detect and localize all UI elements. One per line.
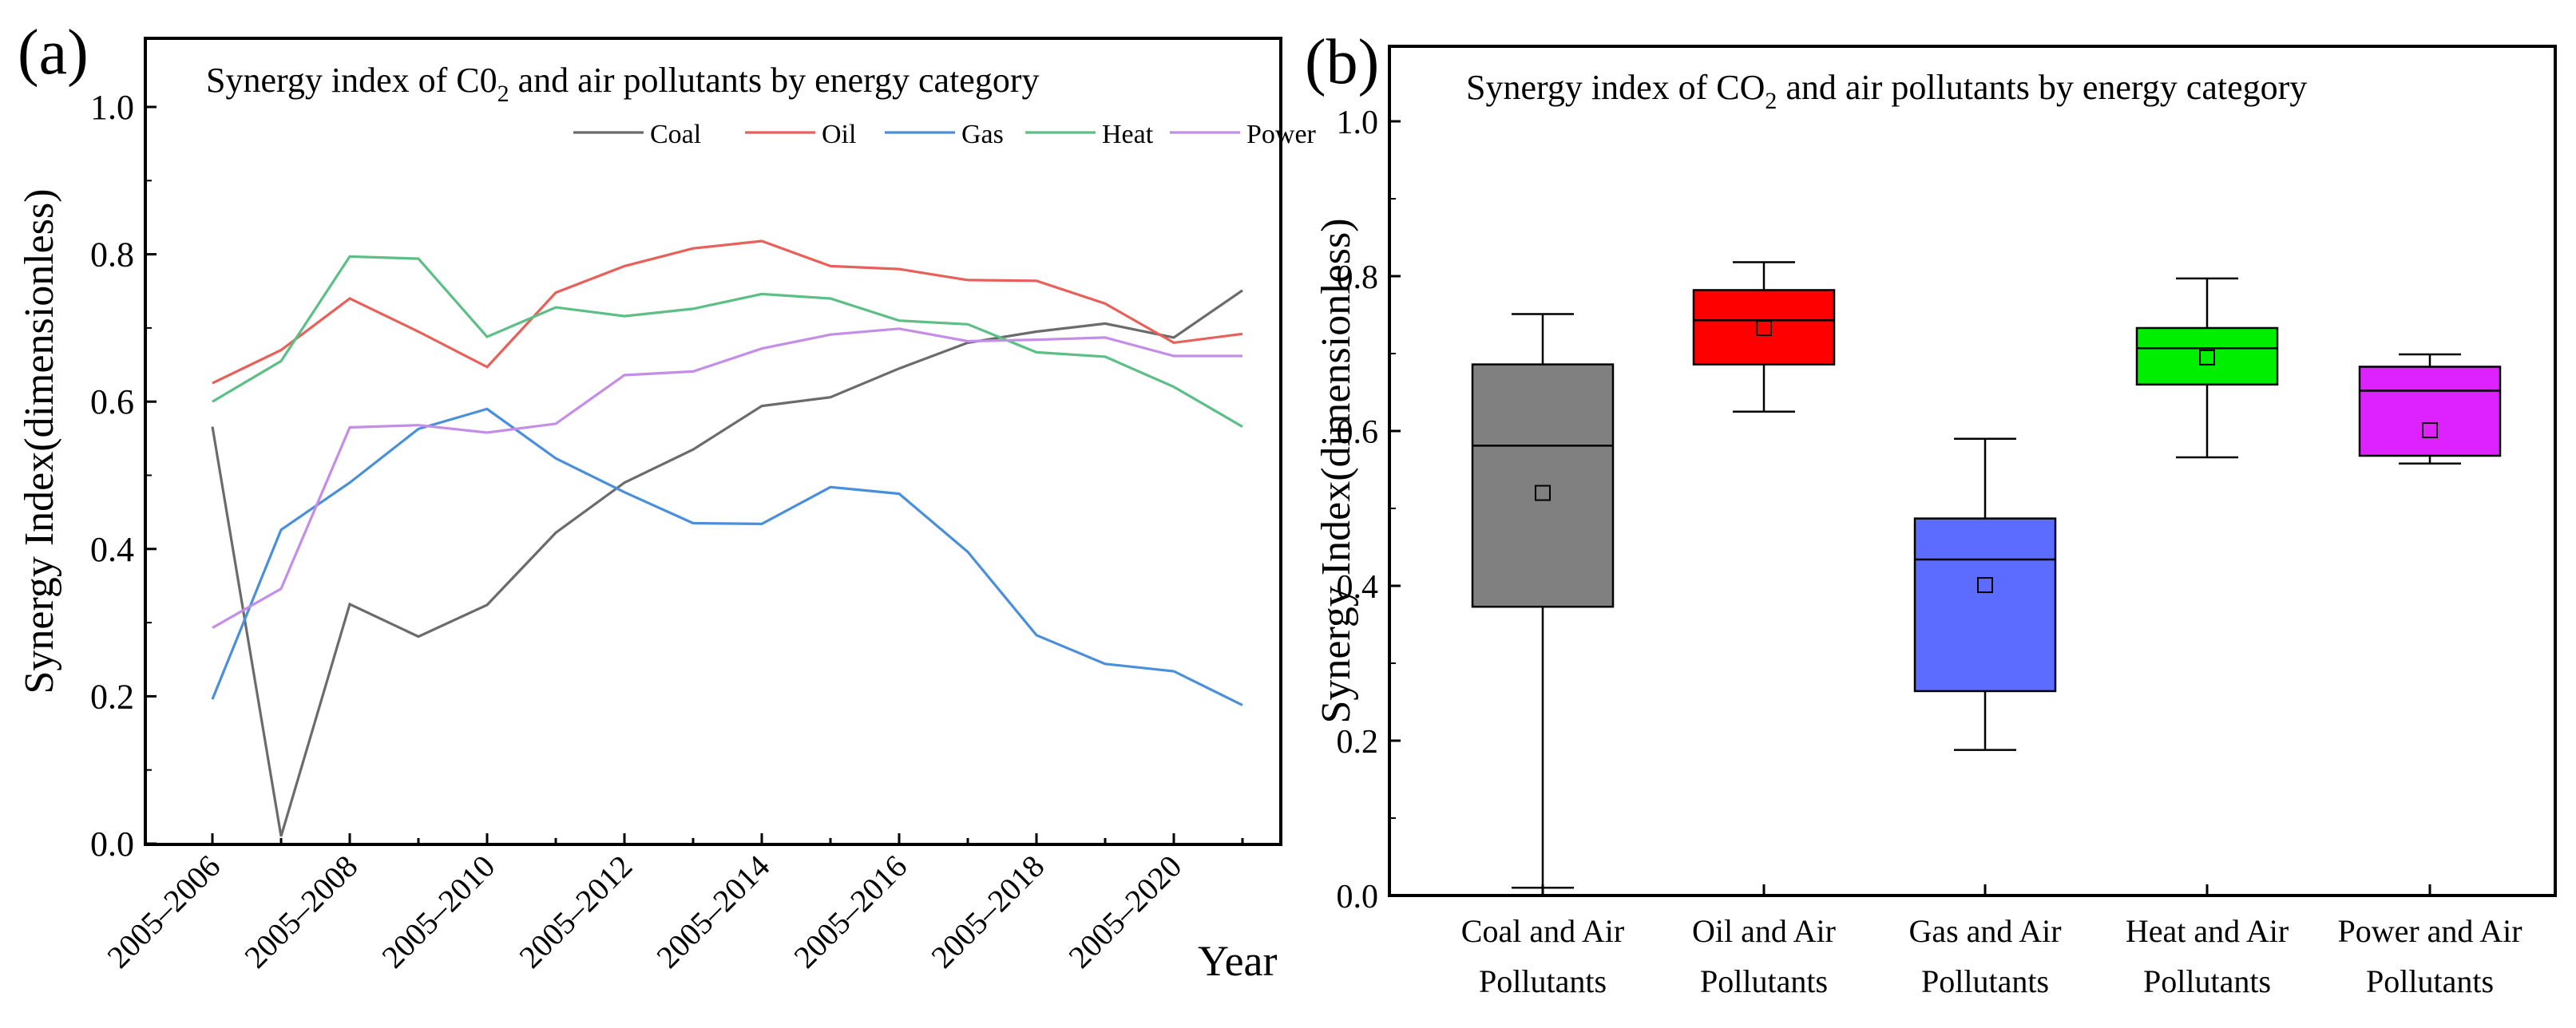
b-ytick-label: 0.4 — [1337, 569, 1379, 606]
legend-label-oil: Oil — [822, 120, 856, 149]
b-xtick-label-line2: Pollutants — [1921, 963, 2049, 999]
a-xtick-label: 2005–2014 — [649, 848, 776, 975]
box-mean-marker — [1535, 484, 1551, 501]
a-xtick-label: 2005–2010 — [375, 848, 501, 975]
b-xtick-label-line1: Coal and Air — [1461, 913, 1624, 949]
legend-label-power: Power — [1246, 120, 1317, 149]
series-line-coal — [211, 289, 1243, 837]
series-line-oil — [212, 239, 1243, 385]
b-xtick-label-line2: Pollutants — [2143, 963, 2271, 999]
a-xtick-label: 2005–2006 — [100, 848, 227, 975]
b-xtick-label-line1: Heat and Air — [2126, 913, 2289, 949]
box-group-2 — [1692, 261, 1836, 413]
b-ytick-label: 0.6 — [1337, 414, 1379, 451]
a-ytick-label: 0.4 — [90, 530, 134, 569]
a-xtick-label: 2005–2012 — [512, 848, 639, 975]
panel-b-label: (b) — [1305, 27, 1379, 97]
box-mean-marker — [2422, 422, 2438, 439]
a-xtick-label: 2005–2016 — [787, 848, 913, 975]
a-xtick-label: 2005–2018 — [924, 848, 1051, 975]
panel-a-label: (a) — [18, 18, 89, 88]
series-line-power — [212, 327, 1242, 629]
panel-b: (b) Synergy index of CO2 and air polluta… — [1305, 27, 2557, 999]
panel-a-ylabel: Synergy Index(dimensionless) — [17, 188, 62, 694]
series-line-heat — [212, 255, 1243, 428]
box-iqr — [1692, 289, 1836, 366]
b-ytick-label: 0.2 — [1337, 724, 1379, 761]
legend-label-heat: Heat — [1102, 120, 1154, 149]
legend-label-coal: Coal — [650, 120, 701, 149]
b-xtick-label-line1: Power and Air — [2337, 913, 2522, 949]
panel-a: (a) Synergy index of C02 and air polluta… — [17, 18, 1317, 985]
series-line-gas — [211, 407, 1243, 706]
a-xtick-label: 2005–2008 — [237, 848, 364, 975]
legend-label-gas: Gas — [961, 120, 1004, 149]
a-ytick-label: 0.8 — [90, 235, 134, 275]
box-group-1 — [1471, 313, 1615, 889]
a-ytick-label: 1.0 — [90, 88, 134, 127]
panel-a-frame — [144, 37, 1282, 846]
b-xtick-label-line1: Gas and Air — [1908, 913, 2061, 949]
a-ytick-label: 0.2 — [90, 677, 134, 716]
b-ytick-label: 1.0 — [1337, 105, 1379, 141]
box-iqr — [2358, 366, 2502, 457]
b-ytick-label: 0.0 — [1337, 879, 1379, 915]
panel-b-title: Synergy index of CO2 and air pollutants … — [1466, 68, 2307, 114]
panel-a-title: Synergy index of C02 and air pollutants … — [206, 61, 1040, 107]
box-mean-marker — [1756, 319, 1772, 336]
b-xtick-label-line2: Pollutants — [1700, 963, 1828, 999]
box-iqr — [1913, 517, 2057, 693]
b-ytick-label: 0.8 — [1337, 259, 1379, 296]
b-xtick-label-line2: Pollutants — [2366, 963, 2494, 999]
panel-b-frame — [1388, 45, 2557, 897]
box-mean-marker — [2199, 349, 2215, 366]
b-xtick-label-line1: Oil and Air — [1692, 913, 1836, 949]
box-group-4 — [2135, 277, 2279, 459]
a-ytick-label: 0.0 — [90, 824, 134, 864]
box-group-5 — [2358, 353, 2502, 465]
panel-a-xlabel: Year — [1198, 937, 1278, 985]
box-mean-marker — [1977, 577, 1993, 594]
a-ytick-label: 0.6 — [90, 382, 134, 421]
b-xtick-label-line2: Pollutants — [1479, 963, 1607, 999]
box-group-3 — [1913, 437, 2057, 751]
a-xtick-label: 2005–2020 — [1061, 848, 1188, 975]
panel-b-ylabel: Synergy Index(dimensionless) — [1314, 218, 1359, 723]
box-iqr — [2135, 326, 2279, 386]
